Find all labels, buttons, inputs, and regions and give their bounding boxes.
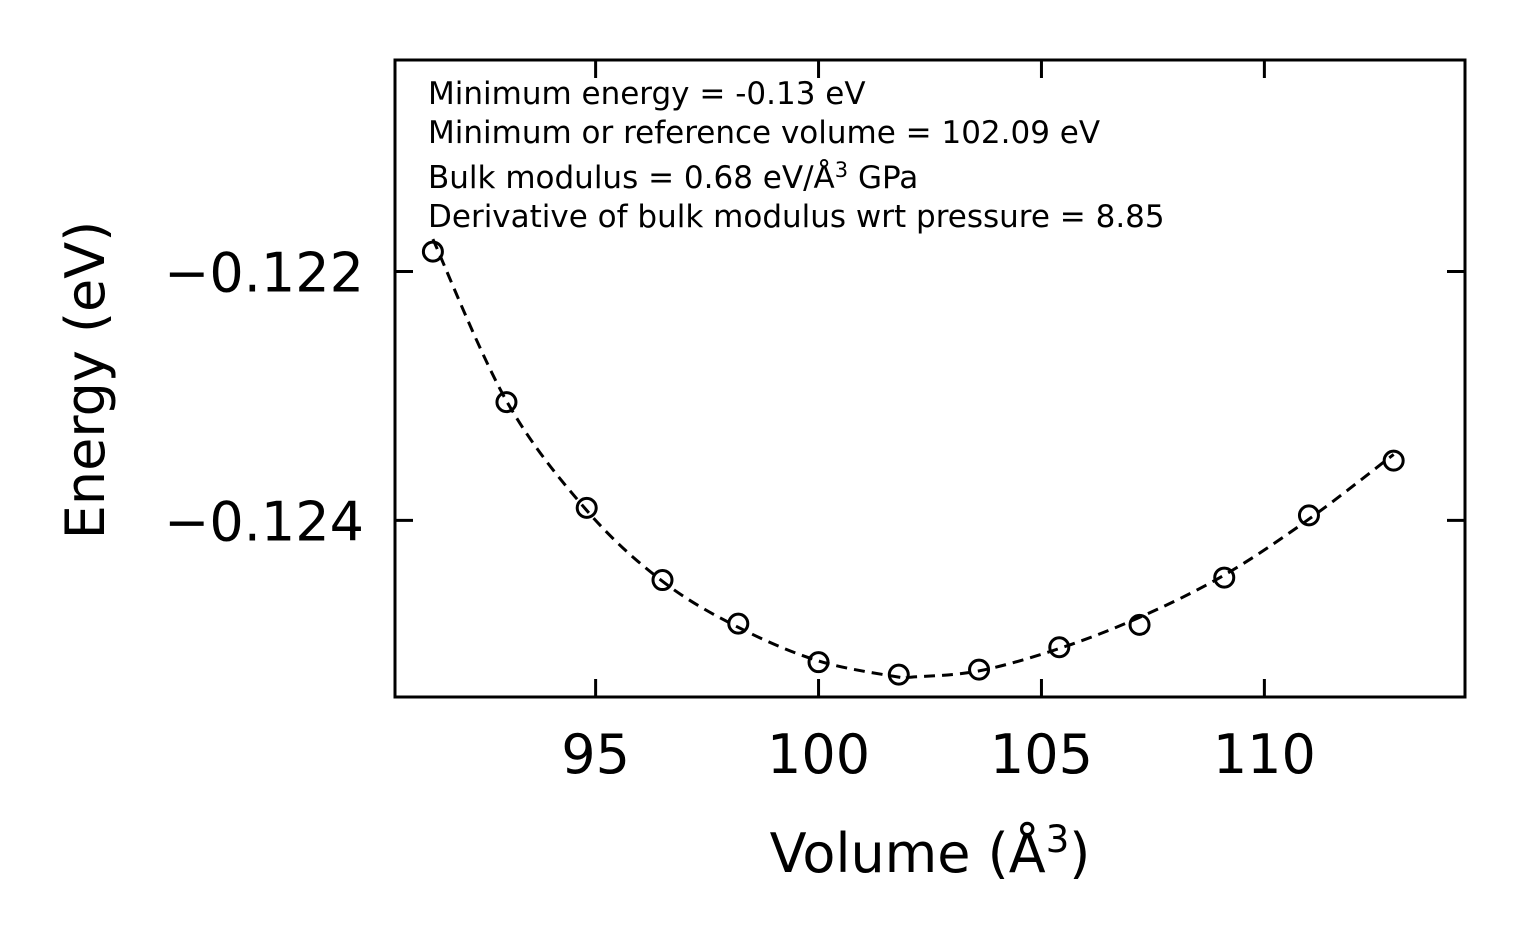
axis-tick-labels: 95 100 105 110 −0.122 −0.124 xyxy=(164,242,1316,786)
data-point-5 xyxy=(807,651,830,674)
x-axis-label-end: ) xyxy=(1069,822,1090,885)
data-point-3 xyxy=(651,569,674,592)
data-point-10 xyxy=(1213,566,1236,589)
fit-curve xyxy=(431,238,1395,681)
annotation-bulk-modulus-exponent: 3 xyxy=(835,158,848,182)
y-tick-label-1: −0.124 xyxy=(164,490,364,553)
y-axis-label: Energy (eV) xyxy=(54,221,117,540)
annotation-reference-volume: Minimum or reference volume = 102.09 eV xyxy=(428,115,1100,151)
x-axis-label-exponent: 3 xyxy=(1046,818,1070,861)
data-point-2 xyxy=(575,496,598,519)
annotation-bulk-derivative: Derivative of bulk modulus wrt pressure … xyxy=(428,199,1165,235)
x-tick-label-95: 95 xyxy=(561,723,630,786)
data-point-6 xyxy=(887,663,910,686)
data-point-4 xyxy=(727,612,750,635)
axis-ticks xyxy=(395,60,1465,697)
x-tick-label-105: 105 xyxy=(990,723,1093,786)
y-tick-label-0: −0.122 xyxy=(164,242,364,305)
fit-line-group xyxy=(431,238,1395,681)
data-points-group xyxy=(421,240,1405,686)
data-point-11 xyxy=(1297,504,1320,527)
data-point-1 xyxy=(495,391,518,414)
annotation-bulk-modulus: Bulk modulus = 0.68 eV/Å3 GPa xyxy=(428,158,918,196)
data-point-9 xyxy=(1128,613,1151,636)
data-point-12 xyxy=(1382,449,1405,472)
data-point-0 xyxy=(421,240,444,263)
x-axis-label-main: Volume (Å xyxy=(770,821,1046,885)
x-tick-label-110: 110 xyxy=(1213,723,1316,786)
data-point-7 xyxy=(968,658,991,681)
annotation-bulk-modulus-unit: GPa xyxy=(848,160,918,196)
data-point-8 xyxy=(1048,636,1071,659)
plot-frame xyxy=(393,58,1467,699)
x-axis-label: Volume (Å3) xyxy=(770,818,1091,885)
annotation-bulk-modulus-main: Bulk modulus = 0.68 eV/Å xyxy=(428,160,835,196)
x-tick-label-100: 100 xyxy=(767,723,870,786)
annotation-box: Minimum energy = -0.13 eV Minimum or ref… xyxy=(428,76,1165,235)
annotation-minimum-energy: Minimum energy = -0.13 eV xyxy=(428,76,866,112)
